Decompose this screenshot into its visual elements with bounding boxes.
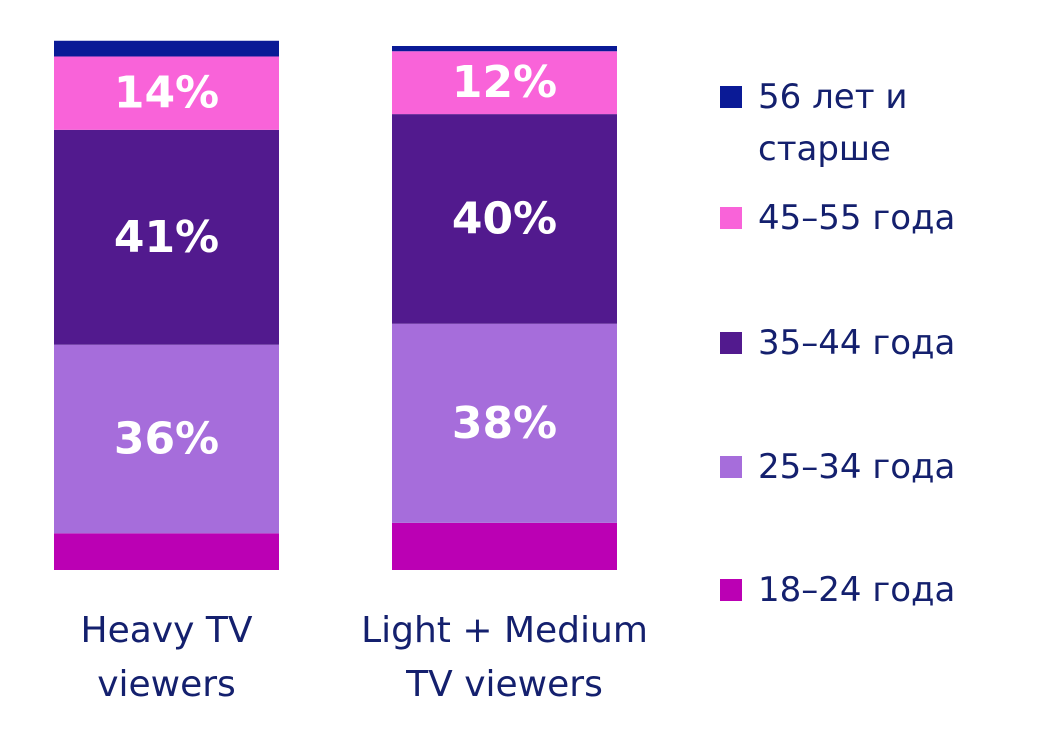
data-label-0-3: 14%: [114, 68, 219, 119]
data-label-1-3: 12%: [452, 57, 557, 108]
data-label-0-1: 36%: [114, 414, 219, 465]
bar-segment-1-1: [392, 323, 617, 523]
legend-swatch-2: [720, 332, 742, 354]
category-label-0-1: viewers: [97, 664, 236, 705]
legend-swatch-0: [720, 579, 742, 601]
legend-label-3-0: 45–55 года: [758, 198, 955, 238]
bar-segment-0-1: [54, 344, 279, 534]
bar-segment-1-3: [392, 51, 617, 115]
legend-label-4-0: 56 лет и: [758, 77, 907, 117]
category-label-0-0: Heavy TV: [81, 610, 253, 651]
legend-swatch-1: [720, 456, 742, 478]
data-label-1-2: 40%: [452, 193, 557, 244]
category-label-1-0: Light + Medium: [361, 610, 648, 651]
legend-label-4-1: старше: [758, 129, 891, 169]
legend-swatch-4: [720, 86, 742, 108]
bar-segment-1-4: [392, 46, 617, 52]
bar-segment-1-0: [392, 522, 617, 570]
legend-swatch-3: [720, 207, 742, 229]
bar-segment-0-0: [54, 533, 279, 570]
data-label-1-1: 38%: [452, 398, 557, 449]
bar-segment-1-2: [392, 114, 617, 324]
legend-label-2-0: 35–44 года: [758, 323, 955, 363]
bar-segment-0-4: [54, 40, 279, 57]
legend-label-1-0: 25–34 года: [758, 447, 955, 487]
bar-segment-0-2: [54, 129, 279, 345]
legend-label-0-0: 18–24 года: [758, 570, 955, 610]
bar-segment-0-3: [54, 56, 279, 130]
data-label-0-2: 41%: [114, 212, 219, 263]
category-label-1-1: TV viewers: [405, 664, 603, 705]
